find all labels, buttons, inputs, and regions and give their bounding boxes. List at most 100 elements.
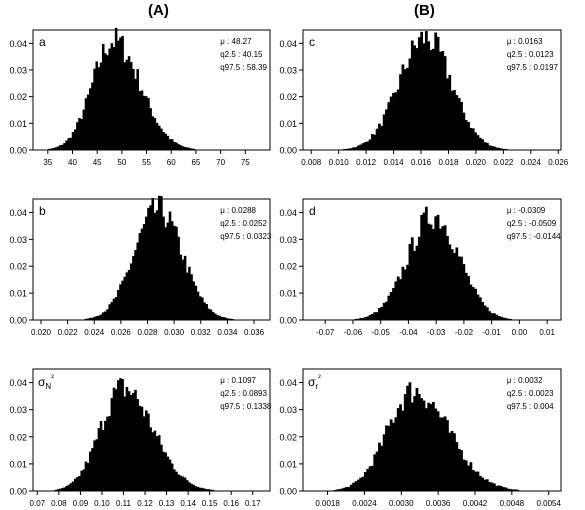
histogram-bar	[145, 96, 148, 150]
histogram-bar	[185, 147, 189, 150]
histogram-bar	[474, 471, 477, 491]
histogram-bar	[410, 402, 414, 491]
y-tick-label: 0.04	[9, 208, 27, 218]
histogram-bar	[86, 462, 90, 491]
histogram-bar	[175, 142, 178, 150]
histogram-bar	[415, 245, 419, 320]
histogram-bar	[99, 421, 103, 491]
histogram-bar	[490, 482, 494, 491]
histogram-bar	[179, 254, 183, 320]
histogram-bar	[478, 137, 482, 150]
stat-mean: μ : -0.0309	[507, 206, 546, 215]
x-tick-label: -0.07	[316, 328, 335, 337]
histogram-bar	[340, 488, 344, 491]
histogram-bar	[492, 483, 496, 491]
histogram-bar	[132, 255, 135, 320]
x-tick-label: 0.022	[58, 328, 79, 337]
histogram-bar	[481, 302, 484, 320]
x-tick-label: 0.08	[51, 499, 67, 508]
histogram-bar	[427, 402, 431, 491]
y-tick-label: 0.00	[9, 487, 27, 497]
histogram-bar	[420, 214, 424, 320]
histogram-bar	[439, 417, 442, 491]
histogram-bar	[216, 315, 219, 320]
histogram-bar	[155, 210, 159, 320]
histogram-bar	[408, 382, 412, 491]
histogram-bar	[67, 484, 71, 491]
histogram-bar	[52, 148, 55, 150]
histogram-bar	[467, 465, 470, 491]
histogram-bar	[436, 411, 440, 491]
histogram-bar	[183, 255, 187, 320]
histogram-bar	[97, 428, 101, 491]
histogram-bar	[129, 62, 133, 150]
x-tick-label: 0.024	[84, 328, 105, 337]
histogram-bar	[89, 317, 92, 320]
histogram-bar	[73, 478, 77, 491]
x-tick-label: 0.016	[411, 158, 432, 167]
histogram-bar	[434, 408, 438, 491]
histogram-bar	[422, 212, 426, 320]
histogram-bar	[119, 378, 122, 491]
histogram-bar	[427, 41, 431, 150]
histogram-bar	[84, 98, 88, 150]
histogram-bar	[151, 432, 155, 491]
histogram-bar	[138, 91, 142, 150]
histogram-bar	[469, 284, 473, 320]
histogram-bar	[145, 410, 148, 491]
histogram-bar	[406, 264, 409, 320]
histogram-bar	[170, 139, 174, 150]
histogram-bar	[170, 463, 174, 491]
histogram-bar	[417, 236, 421, 320]
histogram-bar	[168, 459, 172, 491]
histogram-bar	[502, 317, 506, 320]
histogram-bar	[483, 479, 487, 491]
histogram-bar	[485, 307, 489, 320]
histogram-bars	[54, 378, 215, 491]
x-tick-label: 0.008	[301, 158, 322, 167]
histogram-bar	[420, 398, 424, 491]
histogram-bar	[408, 243, 412, 320]
histogram-bar	[203, 488, 206, 491]
histogram-bar	[497, 147, 501, 150]
histogram-bar	[471, 470, 475, 491]
histogram-bar	[153, 430, 157, 491]
histogram-bar	[170, 221, 174, 320]
histogram-bar	[164, 452, 167, 491]
panel-label: c	[309, 35, 315, 49]
histogram-bar	[80, 470, 83, 491]
histogram-bar	[368, 315, 372, 320]
histogram-bar	[410, 237, 414, 320]
histogram-bar	[380, 445, 384, 491]
histogram-bar	[422, 400, 426, 491]
plot-frame	[302, 368, 562, 492]
histogram-bar	[69, 137, 73, 150]
stat-q97-5: q97.5 : 0.0197	[507, 63, 559, 72]
histogram-bar	[121, 35, 124, 150]
histogram-bar	[175, 471, 178, 491]
histogram-bar	[134, 250, 137, 320]
histogram-bar	[349, 484, 353, 491]
histogram-bar	[188, 482, 191, 491]
histogram-bar	[403, 394, 407, 491]
histogram-bar	[106, 309, 109, 320]
x-tick-label: 0.030	[164, 328, 185, 337]
histogram-bar	[387, 425, 391, 491]
histogram-bar	[65, 486, 68, 491]
histogram-bar	[93, 440, 96, 491]
histogram-bar	[136, 242, 139, 320]
histogram-bar	[142, 416, 146, 491]
y-tick-label: 0.02	[279, 432, 297, 442]
histogram-bar	[185, 272, 189, 320]
x-tick-label: 0.17	[245, 499, 261, 508]
histogram-bars	[84, 195, 234, 320]
y-tick-label: 0.01	[279, 459, 297, 469]
stat-mean: μ : 0.1097	[220, 376, 256, 385]
y-tick-label: 0.03	[279, 66, 297, 76]
histogram-bar	[86, 318, 90, 320]
histogram-bar	[467, 276, 470, 320]
histogram-bar	[78, 117, 81, 150]
histogram-bar	[162, 216, 165, 320]
histogram-bar	[464, 272, 468, 320]
histogram-bar	[481, 477, 484, 491]
